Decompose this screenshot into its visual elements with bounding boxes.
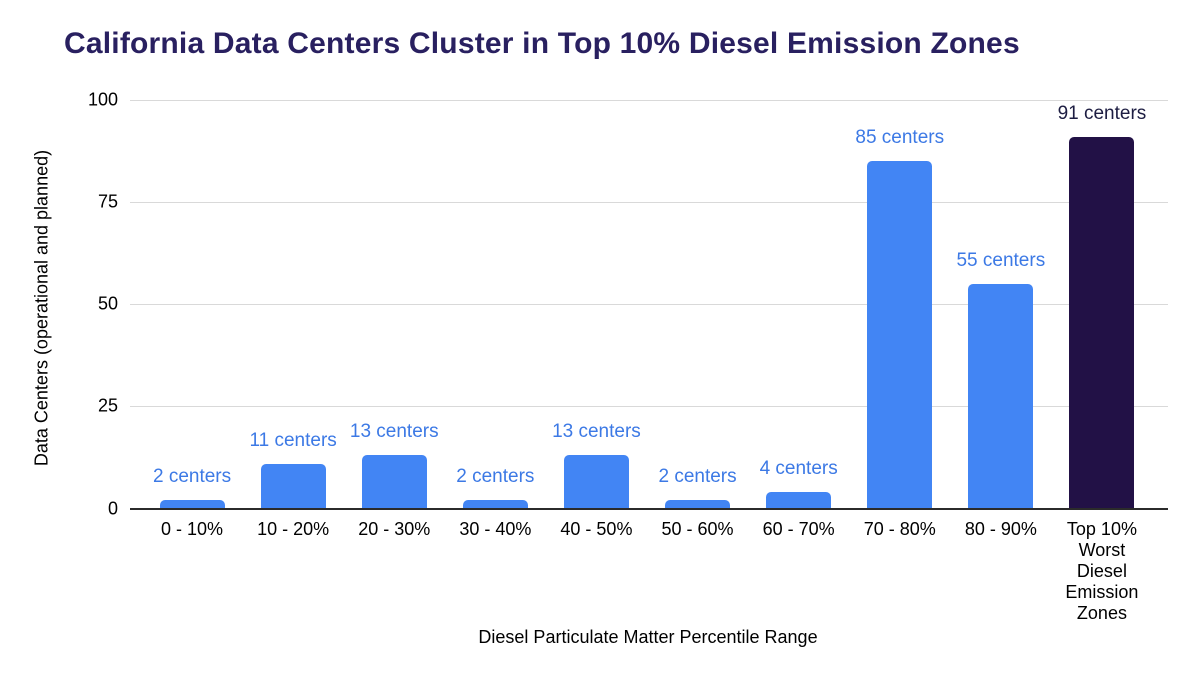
x-axis-baseline <box>130 507 1168 510</box>
gridline <box>130 406 1168 408</box>
gridline <box>130 202 1168 204</box>
x-tick-label: 70 - 80% <box>863 518 936 539</box>
x-axis-title: Diesel Particulate Matter Percentile Ran… <box>478 627 818 647</box>
x-tick-label: 30 - 40% <box>459 518 532 539</box>
bar-value-label: 13 centers <box>349 421 439 443</box>
x-tick-label: 20 - 30% <box>358 518 431 539</box>
gridline <box>130 100 1168 101</box>
bar-value-label: 91 centers <box>1057 102 1147 124</box>
bar <box>361 455 427 509</box>
bar <box>867 161 933 509</box>
x-tick-label: 80 - 90% <box>964 518 1037 539</box>
y-tick-label: 100 <box>87 89 118 110</box>
x-tick-label: 10 - 20% <box>257 518 330 539</box>
gridline <box>130 304 1168 306</box>
x-tick-label: Top 10% Worst Diesel Emission Zones <box>1065 518 1139 623</box>
bar <box>159 500 225 509</box>
bar-value-label: 4 centers <box>759 458 838 480</box>
bar <box>968 283 1034 509</box>
x-tick-label: 50 - 60% <box>661 518 734 539</box>
bar <box>260 463 326 509</box>
x-tick-label: 60 - 70% <box>762 518 835 539</box>
x-tick-label: 40 - 50% <box>560 518 633 539</box>
bar-value-label: 55 centers <box>956 249 1046 271</box>
bar-value-label: 13 centers <box>552 421 641 443</box>
bar <box>665 500 731 509</box>
bar-value-label: 2 centers <box>152 466 232 488</box>
bar <box>563 455 629 509</box>
bar <box>766 492 832 509</box>
chart-title: California Data Centers Cluster in Top 1… <box>64 27 1020 60</box>
bar-value-label: 85 centers <box>855 127 945 149</box>
y-tick-label: 25 <box>97 395 118 416</box>
y-tick-label: 50 <box>97 293 118 314</box>
y-tick-label: 75 <box>97 191 118 212</box>
bar-value-label: 11 centers <box>249 429 337 451</box>
bar-value-label: 2 centers <box>456 466 535 488</box>
y-tick-label: 0 <box>107 498 118 518</box>
x-tick-label: 0 - 10% <box>161 518 224 539</box>
bar-highlight <box>1069 136 1135 509</box>
bar-value-label: 2 centers <box>658 466 737 488</box>
bar <box>462 500 528 509</box>
